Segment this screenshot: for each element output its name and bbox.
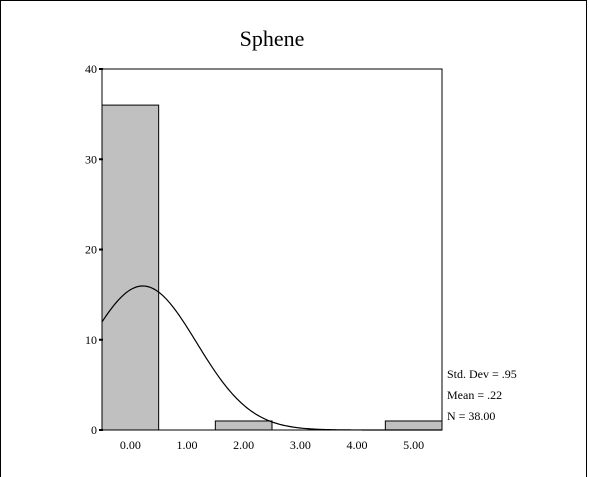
stats-box: Std. Dev = .95 Mean = .22 N = 38.00 <box>447 367 517 423</box>
x-tick-label-3.00: 3.00 <box>290 438 311 452</box>
x-tick-label-0.00: 0.00 <box>120 438 141 452</box>
y-axis: 0 10 20 30 40 <box>85 62 103 437</box>
stats-line-0: Std. Dev = .95 <box>447 367 517 381</box>
bar-5.00 <box>384 420 443 431</box>
y-tick-label-10: 10 <box>85 333 97 347</box>
x-tick-label-2.00: 2.00 <box>233 438 254 452</box>
bar-2.00 <box>214 420 273 431</box>
stats-line-1: Mean = .22 <box>447 388 502 402</box>
chart-title: Sphene <box>240 26 305 51</box>
bars-group <box>101 104 443 431</box>
x-tick-label-5.00: 5.00 <box>403 438 424 452</box>
x-tick-label-1.00: 1.00 <box>177 438 198 452</box>
y-tick-label-30: 30 <box>85 152 97 166</box>
y-tick-label-0: 0 <box>91 423 97 437</box>
x-tick-label-4.00: 4.00 <box>347 438 368 452</box>
y-tick-label-40: 40 <box>85 62 97 76</box>
x-axis: 0.00 1.00 2.00 3.00 4.00 5.00 <box>120 438 424 452</box>
stats-line-2: N = 38.00 <box>447 409 495 423</box>
y-tick-label-20: 20 <box>85 243 97 257</box>
bar-0.00 <box>101 104 160 431</box>
